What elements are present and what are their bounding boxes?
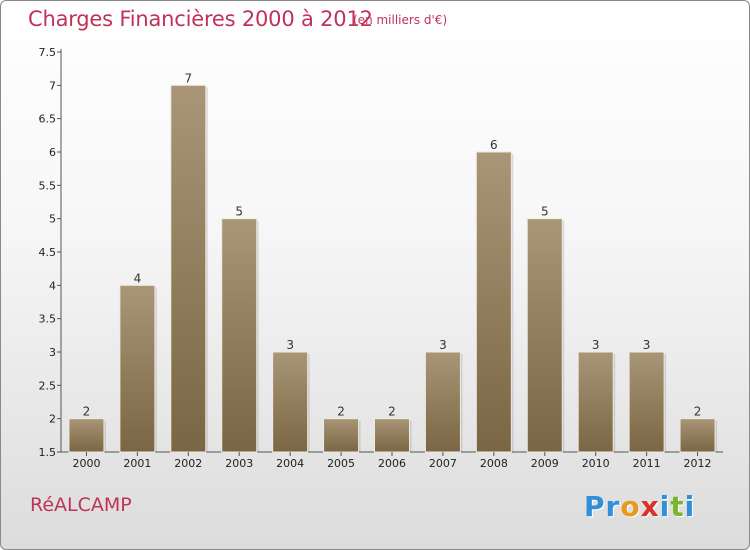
y-tick-label: 7.5 [39, 46, 57, 59]
x-tick-label: 2001 [123, 457, 151, 470]
x-tick-label: 2010 [582, 457, 610, 470]
x-tick-label: 2006 [378, 457, 406, 470]
x-tick-label: 2009 [531, 457, 559, 470]
y-tick-label: 2.5 [39, 379, 57, 392]
bar [170, 84, 207, 453]
y-tick-label: 5.5 [39, 179, 57, 192]
y-tick-label: 7 [49, 79, 56, 92]
x-tick-label: 2012 [684, 457, 712, 470]
y-tick-label: 3.5 [39, 313, 57, 326]
x-tick-label: 2008 [480, 457, 508, 470]
data-label: 2 [337, 405, 345, 419]
bar [526, 218, 563, 453]
x-tick-label: 2005 [327, 457, 355, 470]
data-label: 3 [439, 338, 447, 352]
city-name: RéALCAMP [30, 494, 132, 516]
bar [628, 351, 665, 453]
bar [119, 284, 156, 453]
x-tick-label: 2007 [429, 457, 457, 470]
x-tick-label: 2003 [225, 457, 253, 470]
data-label: 2 [694, 405, 702, 419]
data-label: 2 [83, 405, 91, 419]
y-tick-label: 6 [49, 146, 56, 159]
y-tick-label: 5 [49, 213, 56, 226]
data-label: 2 [388, 405, 396, 419]
x-tick-label: 2004 [276, 457, 304, 470]
y-tick-label: 4 [49, 279, 56, 292]
y-tick-label: 1.5 [39, 446, 57, 459]
y-tick-label: 3 [49, 346, 56, 359]
y-tick-label: 4.5 [39, 246, 57, 259]
bar [68, 418, 105, 453]
x-tick-label: 2011 [633, 457, 661, 470]
bar [272, 351, 309, 453]
proxiti-logo: Proxiti [584, 490, 696, 523]
bar [374, 418, 410, 453]
bar [221, 218, 258, 453]
data-label: 7 [184, 71, 192, 85]
chart-title: Charges Financières 2000 à 2012 [28, 7, 373, 31]
chart-subtitle: (en milliers d'€) [353, 13, 448, 27]
x-tick-label: 2002 [174, 457, 202, 470]
y-tick-label: 2 [49, 413, 56, 426]
data-label: 5 [235, 205, 243, 219]
y-tick-label: 6.5 [39, 113, 57, 126]
data-label: 6 [490, 138, 498, 152]
data-label: 3 [643, 338, 651, 352]
bar [475, 151, 512, 453]
bar [679, 418, 716, 453]
data-label: 5 [541, 205, 549, 219]
x-tick-label: 2000 [72, 457, 100, 470]
bar [424, 351, 461, 453]
bar [577, 351, 614, 453]
data-label: 3 [286, 338, 294, 352]
data-label: 4 [134, 271, 142, 285]
data-label: 3 [592, 338, 600, 352]
bar [323, 418, 360, 453]
